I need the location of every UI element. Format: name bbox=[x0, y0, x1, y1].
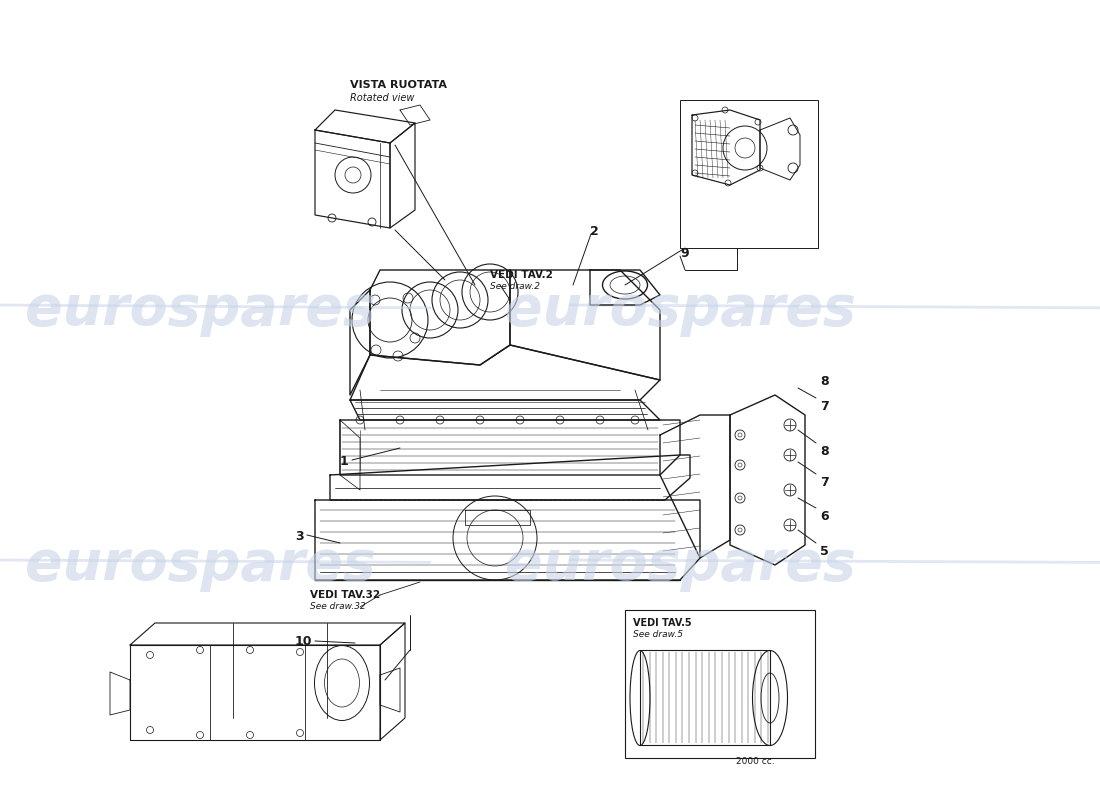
Text: eurospares: eurospares bbox=[24, 538, 375, 592]
Text: VISTA RUOTATA: VISTA RUOTATA bbox=[350, 80, 447, 90]
Text: eurospares: eurospares bbox=[505, 538, 856, 592]
Text: eurospares: eurospares bbox=[505, 283, 856, 337]
Text: 8: 8 bbox=[820, 445, 828, 458]
Text: 1: 1 bbox=[340, 455, 349, 468]
Text: 7: 7 bbox=[820, 476, 828, 489]
Text: 3: 3 bbox=[295, 530, 304, 543]
Bar bbox=[680, 100, 818, 248]
Text: 5: 5 bbox=[820, 545, 828, 558]
Text: See draw.32: See draw.32 bbox=[310, 602, 365, 611]
Text: 8: 8 bbox=[820, 375, 828, 388]
Text: See draw.5: See draw.5 bbox=[632, 630, 683, 639]
Bar bbox=[625, 610, 815, 758]
Text: VEDI TAV.5: VEDI TAV.5 bbox=[632, 618, 692, 628]
Text: 2: 2 bbox=[590, 225, 598, 238]
Text: See draw.2: See draw.2 bbox=[490, 282, 540, 291]
Text: 7: 7 bbox=[820, 400, 828, 413]
Text: 6: 6 bbox=[820, 510, 828, 523]
Text: Rotated view: Rotated view bbox=[350, 93, 415, 103]
Text: 10: 10 bbox=[295, 635, 312, 648]
Text: 2000 cc.: 2000 cc. bbox=[736, 757, 774, 766]
Text: VEDI TAV.2: VEDI TAV.2 bbox=[490, 270, 553, 280]
Text: 9: 9 bbox=[680, 247, 689, 260]
Text: VEDI TAV.32: VEDI TAV.32 bbox=[310, 590, 381, 600]
Text: eurospares: eurospares bbox=[24, 283, 375, 337]
